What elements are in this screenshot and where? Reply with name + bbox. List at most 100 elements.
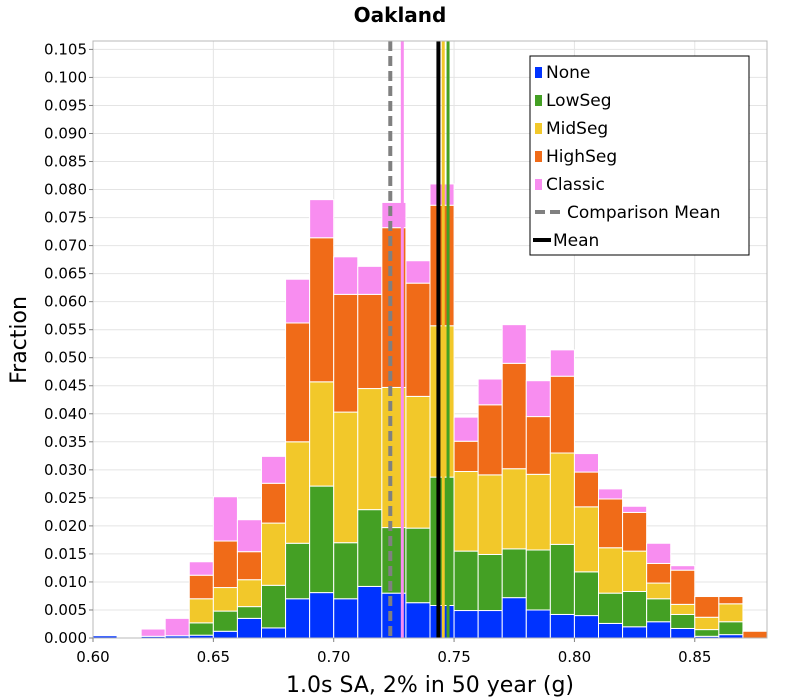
bar-highseg: [333, 293, 359, 413]
bar-classic: [164, 617, 190, 637]
bar-midseg: [285, 441, 311, 544]
bar-midseg: [477, 474, 503, 555]
bar-highseg: [622, 511, 648, 552]
y-tick-label: 0.085: [44, 153, 87, 171]
bar-classic: [646, 542, 672, 564]
x-tick-label: 0.65: [197, 648, 230, 666]
bar-midseg: [622, 550, 648, 592]
bar-classic: [261, 455, 287, 484]
bar-lowseg: [357, 509, 383, 587]
x-tick-label: 0.70: [317, 648, 350, 666]
legend-label: HighSeg: [546, 147, 617, 167]
bar-classic: [453, 416, 479, 442]
bar-lowseg: [309, 485, 335, 594]
bar-classic: [670, 565, 696, 571]
bar-highseg: [357, 293, 383, 390]
bar-highseg: [525, 416, 551, 475]
bar-midseg: [333, 411, 359, 544]
plot-frame: [92, 40, 768, 639]
legend: None LowSeg MidSeg HighSeg Classic Comparison…: [529, 55, 750, 256]
bar-lowseg: [670, 613, 696, 629]
y-tick-label: 0.025: [44, 489, 87, 507]
x-tick-label: 0.80: [558, 648, 591, 666]
bar-lowseg: [188, 622, 214, 636]
bar-classic: [285, 278, 311, 324]
bar-classic: [598, 488, 624, 500]
x-tick-label: 0.75: [437, 648, 470, 666]
bar-highseg: [742, 630, 768, 639]
y-tick-label: 0.030: [44, 461, 87, 479]
y-tick-label: 0.045: [44, 377, 87, 395]
y-axis-title: Fraction: [7, 296, 32, 384]
bar-midseg: [212, 587, 238, 612]
legend-swatch: [535, 179, 542, 190]
y-tick-label: 0.040: [44, 405, 87, 423]
bar-none: [261, 627, 287, 639]
bar-classic: [188, 561, 214, 576]
y-tick-label: 0.075: [44, 209, 87, 227]
bar-lowseg: [261, 584, 287, 629]
legend-label: Mean: [553, 231, 599, 251]
bar-none: [453, 610, 479, 639]
legend-swatch: [535, 95, 542, 106]
bar-highseg: [188, 574, 214, 600]
y-tick-label: 0.050: [44, 349, 87, 367]
bar-midseg: [573, 506, 600, 573]
bar-midseg: [357, 388, 383, 511]
bar-highseg: [646, 562, 672, 584]
y-tick-label: 0.035: [44, 433, 87, 451]
bar-lowseg: [598, 592, 624, 624]
bar-none: [598, 622, 624, 639]
bar-lowseg: [694, 629, 720, 637]
bar-midseg: [261, 522, 287, 586]
y-tick-label: 0.055: [44, 321, 87, 339]
y-tick-label: 0.000: [44, 629, 87, 647]
legend-swatch: [535, 67, 542, 78]
bar-classic: [501, 324, 527, 364]
y-tick-label: 0.060: [44, 293, 87, 311]
y-tick-label: 0.105: [44, 40, 87, 58]
bar-midseg: [718, 603, 744, 623]
bar-classic: [357, 265, 383, 295]
legend-swatch: [535, 123, 542, 134]
legend-label: MidSeg: [546, 119, 608, 139]
bar-lowseg: [477, 553, 503, 612]
bar-highseg: [501, 362, 527, 470]
bar-midseg: [694, 616, 720, 631]
bar-midseg: [453, 471, 479, 552]
y-tick-label: 0.010: [44, 573, 87, 591]
bar-none: [309, 592, 335, 639]
bar-midseg: [309, 381, 335, 487]
bar-none: [525, 609, 551, 639]
bar-lowseg: [405, 527, 431, 604]
mean-lines: [388, 41, 450, 638]
bar-highseg: [718, 596, 744, 605]
bar-midseg: [501, 468, 527, 550]
bar-midseg: [236, 579, 263, 608]
legend-label: LowSeg: [546, 91, 612, 111]
y-tick-label: 0.020: [44, 517, 87, 535]
bar-classic: [549, 349, 575, 377]
bar-lowseg: [549, 543, 575, 615]
bar-highseg: [549, 375, 575, 454]
bar-classic: [622, 505, 648, 513]
bar-classic: [140, 628, 166, 637]
bar-highseg: [309, 237, 335, 383]
bar-classic: [525, 380, 551, 418]
bar-classic: [573, 453, 600, 473]
bar-highseg: [453, 440, 479, 473]
bar-midseg: [670, 603, 696, 615]
bar-highseg: [477, 404, 503, 476]
y-tick-label: 0.015: [44, 545, 87, 563]
y-axis-ticks: 0.000 0.005 0.010 0.015 0.020 0.025 0.030 0.035…: [44, 40, 93, 647]
bar-none: [357, 585, 383, 639]
bar-lowseg: [501, 548, 527, 599]
bar-none: [549, 613, 575, 639]
x-tick-label: 0.60: [76, 648, 109, 666]
chart-title: Oakland: [354, 3, 447, 27]
bar-lowseg: [525, 549, 551, 611]
bar-lowseg: [236, 606, 263, 619]
bar-lowseg: [646, 598, 672, 623]
y-tick-label: 0.065: [44, 265, 87, 283]
